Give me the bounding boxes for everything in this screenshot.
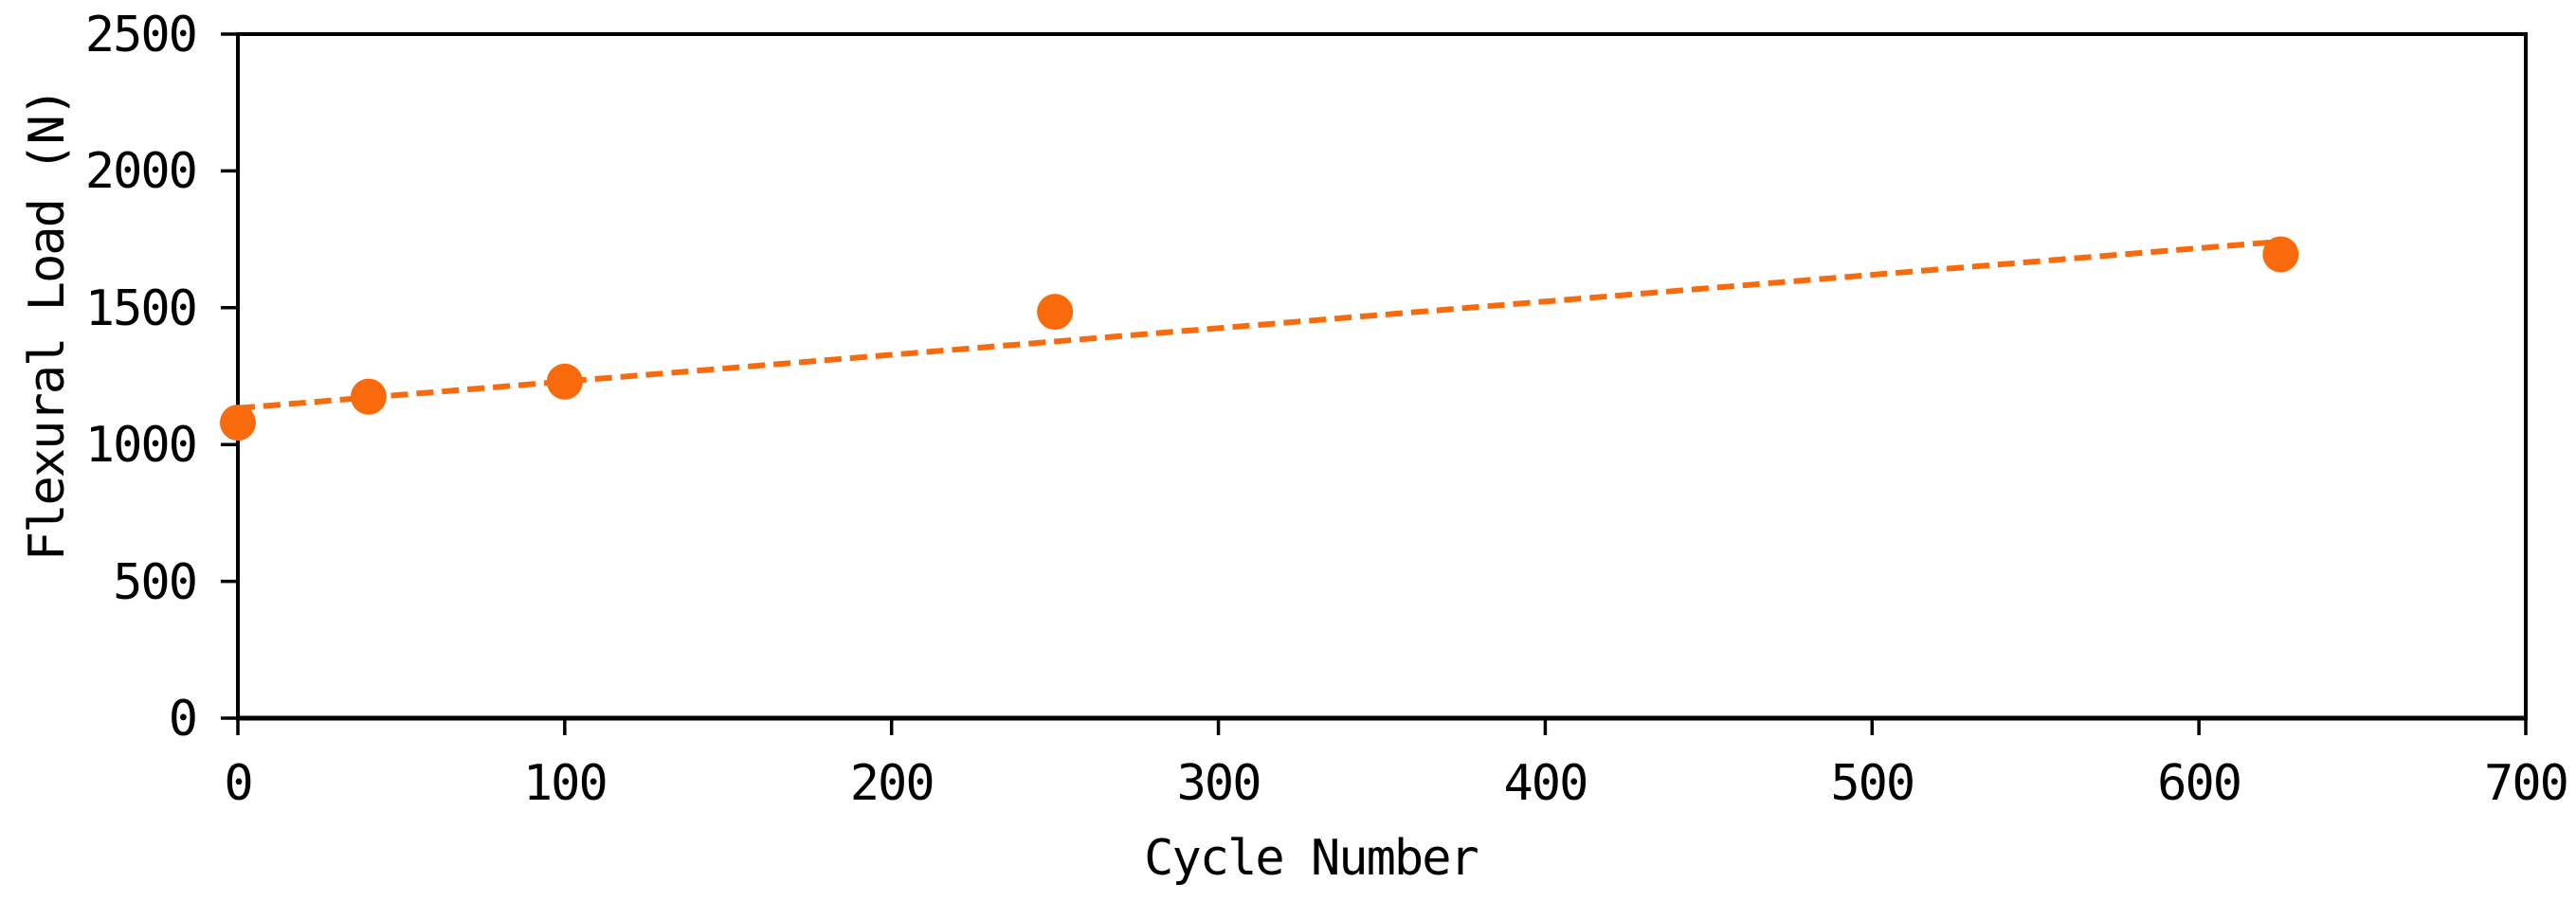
x-tick-label: 0: [224, 755, 253, 812]
y-tick-label: 1500: [84, 279, 198, 337]
data-point-marker: [1037, 294, 1074, 331]
x-tick-label: 100: [522, 755, 608, 812]
x-axis-title: Cycle Number: [1144, 830, 1479, 887]
x-tick-label: 200: [849, 755, 935, 812]
x-tick-label: 700: [2484, 755, 2569, 812]
y-tick-label: 0: [168, 691, 198, 748]
y-tick-label: 2000: [84, 143, 198, 201]
x-tick-label: 600: [2157, 755, 2242, 812]
data-point-marker: [350, 378, 387, 415]
x-tick-label: 300: [1176, 755, 1262, 812]
data-point-marker: [546, 363, 583, 400]
y-tick-label: 2500: [84, 7, 198, 63]
y-axis-title: Flexural Load (N): [19, 88, 76, 562]
data-point-marker: [220, 405, 256, 441]
y-tick-label: 1000: [84, 417, 198, 475]
y-tick-label: 500: [113, 553, 198, 611]
x-tick-label: 400: [1503, 755, 1588, 812]
data-point-marker: [2262, 236, 2299, 273]
trendline: [237, 238, 2281, 411]
x-tick-label: 500: [1830, 755, 1915, 812]
